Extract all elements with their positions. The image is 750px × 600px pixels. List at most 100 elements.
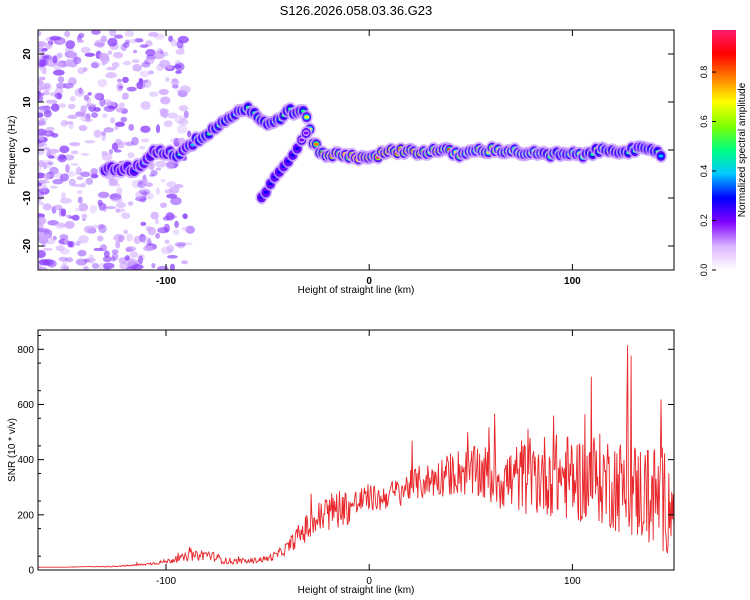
heatmap-noise-blob	[55, 222, 66, 229]
heatmap-noise-blob	[85, 177, 94, 185]
spectrogram-ylabel: Frequency (Hz)	[7, 116, 18, 185]
heatmap-noise-blob	[80, 46, 91, 54]
heatmap-noise-blob	[101, 113, 108, 118]
heatmap-noise-blob	[154, 33, 165, 40]
heatmap-noise-blob	[117, 142, 125, 149]
heatmap-noise-blob	[145, 48, 156, 57]
heatmap-noise-blob	[176, 124, 188, 134]
heatmap-noise-blob	[146, 57, 155, 65]
heatmap-noise-blob	[38, 76, 46, 81]
heatmap-noise-blob	[116, 78, 122, 83]
heatmap-noise-blob	[70, 150, 79, 155]
heatmap-noise-blob	[78, 32, 85, 38]
heatmap-noise-blob	[135, 81, 146, 90]
heatmap-noise-blob	[93, 107, 101, 112]
heatmap-noise-blob	[47, 161, 54, 166]
heatmap-noise-blob	[75, 166, 82, 176]
snr-xlabel: Height of straight line (km)	[298, 585, 415, 596]
heatmap-noise-blob	[38, 48, 44, 53]
heatmap-noise-blob	[80, 152, 90, 156]
heatmap-noise-blob	[52, 178, 64, 185]
heatmap-noise-blob	[77, 39, 84, 44]
heatmap-noise-blob	[77, 249, 87, 257]
heatmap-noise-blob	[167, 112, 178, 119]
heatmap-noise-blob	[69, 141, 81, 147]
heatmap-noise-blob	[70, 162, 80, 167]
heatmap-noise-blob	[154, 218, 160, 225]
heatmap-noise-blob	[68, 60, 78, 68]
heatmap-noise-blob	[107, 37, 118, 47]
heatmap-noise-blob	[38, 229, 46, 234]
heatmap-noise-blob	[119, 262, 129, 270]
snr-series-line	[38, 345, 674, 568]
heatmap-noise-blob	[124, 39, 130, 45]
heatmap-noise-blob	[122, 92, 129, 100]
heatmap-noise-blob	[115, 121, 125, 127]
heatmap-noise-blob	[64, 30, 71, 38]
heatmap-noise-blob	[83, 265, 89, 270]
heatmap-noise-blob	[111, 197, 123, 203]
secondary-branch-core	[299, 138, 305, 142]
heatmap-noise-blob	[77, 67, 86, 75]
heatmap-noise-blob	[38, 266, 44, 270]
heatmap-noise-blob	[42, 146, 51, 151]
snr-frame	[37, 329, 675, 571]
heatmap-noise-blob	[89, 204, 97, 214]
heatmap-noise-blob	[98, 202, 106, 211]
colorbar: 0.0 0.2 0.4 0.6 0.8 Normalized spectral ampl…	[699, 30, 748, 276]
heatmap-noise-blob	[155, 187, 160, 195]
heatmap-noise-blob	[44, 236, 56, 245]
heatmap-noise-blob	[138, 145, 146, 150]
heatmap-noise-blob	[150, 169, 158, 177]
heatmap-noise-blob	[73, 56, 82, 65]
heatmap-noise-blob	[175, 49, 185, 55]
spectrogram-xtick-label: -100	[156, 276, 176, 287]
heatmap-noise-blob	[52, 55, 58, 64]
snr-ylabel: SNR (10 * v/v)	[7, 418, 18, 482]
heatmap-noise-blob	[172, 229, 180, 235]
heatmap-noise-blob	[42, 67, 47, 75]
heatmap-noise-blob	[138, 188, 151, 195]
heatmap-noise-blob	[58, 208, 64, 217]
heatmap-noise-blob	[38, 180, 50, 184]
heatmap-noise-blob	[56, 40, 66, 45]
heatmap-noise-blob	[41, 243, 47, 248]
heatmap-noise-blob	[140, 221, 147, 226]
heatmap-noise-blob	[111, 249, 119, 254]
heatmap-noise-blob	[38, 58, 49, 68]
heatmap-noise-blob	[96, 235, 104, 242]
heatmap-noise-blob	[81, 213, 88, 219]
heatmap-noise-blob	[136, 81, 144, 90]
heatmap-noise-blob	[38, 105, 50, 111]
heatmap-noise-blob	[169, 263, 175, 270]
heatmap-noise-blob	[175, 70, 182, 74]
snr-xtick-label: 0	[366, 576, 372, 587]
heatmap-noise-blob	[127, 201, 134, 206]
heatmap-noise-blob	[38, 94, 44, 103]
heatmap-noise-blob	[115, 201, 127, 209]
snr-panel: -100 0 100 0 200 400 600 800 Height of straight…	[7, 329, 675, 596]
colorbar-axis: 0.0 0.2 0.4 0.6 0.8	[699, 66, 716, 276]
heatmap-noise-blob	[93, 92, 103, 100]
heatmap-noise-blob	[135, 190, 147, 199]
heatmap-noise-blob	[60, 208, 67, 217]
heatmap-noise-blob	[55, 245, 65, 252]
heatmap-noise-blob	[105, 205, 117, 210]
heatmap-noise-blob	[65, 257, 74, 263]
heatmap-noise-blob	[131, 136, 139, 146]
chart-title: S126.2026.058.03.36.G23	[280, 3, 433, 18]
colorbar-gradient	[712, 30, 736, 270]
heatmap-noise-blob	[139, 79, 149, 84]
heatmap-noise-blob	[141, 236, 152, 245]
heatmap-noise-blob	[43, 109, 52, 118]
heatmap-noise-blob	[65, 164, 70, 173]
heatmap-noise-blob	[40, 65, 46, 75]
heatmap-noise-blob	[71, 214, 80, 221]
heatmap-noise-blob	[131, 59, 140, 64]
heatmap-noise-blob	[172, 83, 179, 89]
heatmap-noise-blob	[144, 182, 154, 187]
heatmap-noise-blob	[187, 130, 192, 138]
heatmap-noise-blob	[178, 118, 189, 126]
